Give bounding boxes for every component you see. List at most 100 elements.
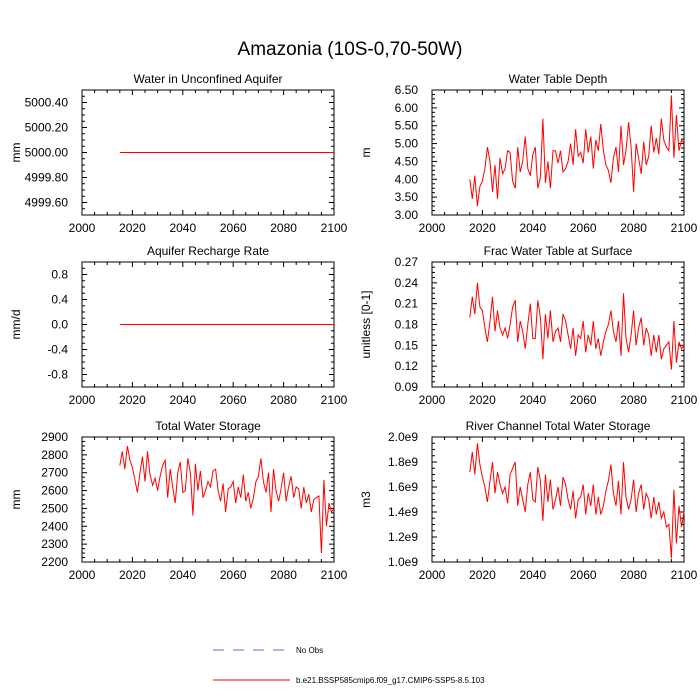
figure-title: Amazonia (10S-0,70-50W)	[238, 39, 463, 60]
y-tick-label: 3.50	[395, 190, 419, 204]
legend-model-label: b.e21.BSSP585cmip6.f09_g17.CMIP6-SSP5-8.…	[296, 676, 485, 685]
chart-title: Water in Unconfined Aquifer	[134, 72, 283, 86]
y-tick-label: 2800	[41, 448, 68, 462]
y-tick-label: -0.8	[47, 368, 68, 382]
x-tick-label: 2000	[419, 393, 446, 407]
panels-group: Water in Unconfined Aquifer mm 2000 2020 204…	[9, 72, 698, 582]
x-tick-label: 2020	[469, 568, 496, 582]
chart-panel-6: River Channel Total Water Storage m3 2000 2…	[359, 419, 698, 582]
x-tick-label: 2080	[620, 568, 647, 582]
legend: No Obs b.e21.BSSP585cmip6.f09_g17.CMIP6-…	[213, 646, 485, 685]
x-tick-label: 2060	[570, 221, 597, 235]
y-tick-label: 0.15	[395, 338, 419, 352]
x-tick-label: 2000	[419, 568, 446, 582]
plot-frame	[431, 261, 685, 388]
y-tick-label: 2600	[41, 484, 68, 498]
x-tick-label: 2000	[69, 568, 96, 582]
x-tick-label: 2100	[321, 568, 348, 582]
y-tick-label: 1.4e9	[388, 505, 418, 519]
x-tick-label: 2060	[570, 393, 597, 407]
y-axis-label: mm	[9, 143, 23, 163]
series-line	[119, 445, 335, 554]
y-tick-label: 0.27	[395, 255, 419, 269]
y-tick-label: 5.00	[395, 137, 419, 151]
y-tick-label: -0.4	[47, 343, 68, 357]
x-tick-label: 2100	[671, 221, 698, 235]
chart-title: River Channel Total Water Storage	[466, 419, 651, 433]
y-axis-label: unitless [0-1]	[359, 290, 373, 358]
x-tick-label: 2020	[119, 221, 146, 235]
plot-frame	[431, 436, 685, 563]
x-tick-label: 2080	[620, 393, 647, 407]
chart-panel-1: Water in Unconfined Aquifer mm 2000 2020 204…	[9, 72, 348, 235]
y-tick-label: 2400	[41, 519, 68, 533]
y-tick-label: 5.50	[395, 119, 419, 133]
y-tick-label: 2700	[41, 466, 68, 480]
y-tick-label: 0.21	[395, 297, 419, 311]
y-axis-label: mm/d	[9, 310, 23, 340]
x-tick-label: 2080	[270, 393, 297, 407]
y-tick-label: 2500	[41, 501, 68, 515]
y-axis-label: m	[359, 148, 373, 158]
x-tick-label: 2080	[270, 221, 297, 235]
y-tick-label: 0.18	[395, 318, 419, 332]
y-tick-label: 5000.00	[25, 146, 69, 160]
plot-frame	[81, 436, 335, 563]
y-tick-label: 4.50	[395, 154, 419, 168]
chart-title: Aquifer Recharge Rate	[147, 244, 269, 258]
series-line	[469, 95, 685, 207]
x-tick-label: 2100	[671, 393, 698, 407]
y-tick-label: 1.8e9	[388, 455, 418, 469]
x-tick-label: 2040	[519, 393, 546, 407]
x-tick-label: 2000	[69, 221, 96, 235]
chart-title: Water Table Depth	[509, 72, 608, 86]
y-tick-label: 3.00	[395, 208, 419, 222]
y-tick-label: 5000.20	[25, 121, 69, 135]
x-tick-label: 2000	[69, 393, 96, 407]
y-axis-label: m3	[359, 491, 373, 508]
y-tick-label: 2200	[41, 555, 68, 569]
y-tick-label: 2300	[41, 537, 68, 551]
y-tick-label: 1.0e9	[388, 555, 418, 569]
x-tick-label: 2000	[419, 221, 446, 235]
series-line	[469, 443, 685, 559]
x-tick-label: 2040	[169, 221, 196, 235]
x-tick-label: 2040	[519, 221, 546, 235]
x-tick-label: 2100	[321, 221, 348, 235]
y-tick-label: 4.00	[395, 172, 419, 186]
y-tick-label: 0.0	[51, 318, 68, 332]
x-tick-label: 2100	[671, 568, 698, 582]
series-line	[469, 282, 685, 370]
y-tick-label: 0.24	[395, 276, 419, 290]
y-tick-label: 0.12	[395, 359, 419, 373]
chart-title: Total Water Storage	[155, 419, 261, 433]
x-tick-label: 2060	[220, 393, 247, 407]
x-tick-label: 2040	[169, 568, 196, 582]
y-tick-label: 4999.60	[25, 196, 69, 210]
chart-panel-2: Water Table Depth m 2000 2020 2040 2060 2080 21…	[359, 72, 698, 235]
y-tick-label: 4999.80	[25, 171, 69, 185]
y-tick-label: 0.09	[395, 380, 419, 394]
y-tick-label: 1.2e9	[388, 530, 418, 544]
x-tick-label: 2100	[321, 393, 348, 407]
y-tick-label: 5000.40	[25, 96, 69, 110]
y-tick-label: 1.6e9	[388, 480, 418, 494]
x-tick-label: 2020	[119, 393, 146, 407]
x-tick-label: 2060	[220, 568, 247, 582]
x-tick-label: 2080	[270, 568, 297, 582]
y-tick-label: 2.0e9	[388, 430, 418, 444]
y-axis-label: mm	[9, 490, 23, 510]
x-tick-label: 2020	[469, 393, 496, 407]
y-tick-label: 6.50	[395, 83, 419, 97]
y-tick-label: 0.8	[51, 268, 68, 282]
y-tick-label: 2900	[41, 430, 68, 444]
y-tick-label: 0.4	[51, 293, 68, 307]
chart-panel-4: Frac Water Table at Surface unitless [0-1…	[359, 244, 698, 407]
x-tick-label: 2060	[570, 568, 597, 582]
y-tick-label: 6.00	[395, 101, 419, 115]
x-tick-label: 2040	[519, 568, 546, 582]
legend-obs-label: No Obs	[296, 646, 323, 655]
x-tick-label: 2020	[469, 221, 496, 235]
chart-panel-3: Aquifer Recharge Rate mm/d 2000 2020 2040 206…	[9, 244, 348, 407]
